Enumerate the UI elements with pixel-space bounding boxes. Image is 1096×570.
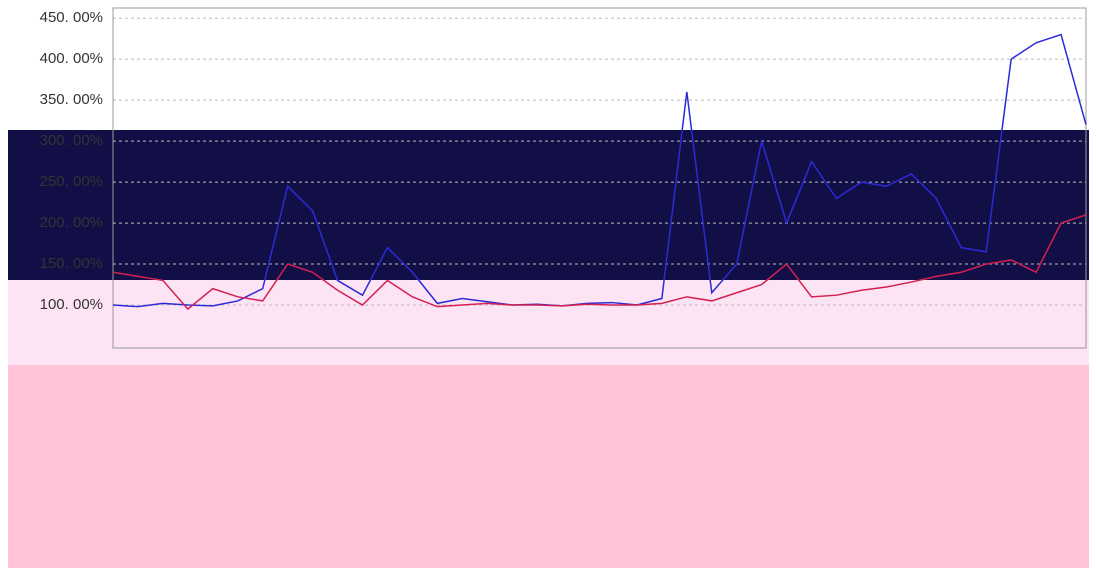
y-tick-label: 250. 00%: [40, 173, 103, 190]
series-line: [112, 214, 1087, 311]
y-tick-label: 300. 00%: [40, 132, 103, 149]
y-tick-label: 200. 00%: [40, 214, 103, 231]
series-line: [112, 33, 1087, 308]
y-tick-label: 150. 00%: [40, 255, 103, 272]
y-tick-label: 100. 00%: [40, 296, 103, 313]
glitch-block: [8, 365, 1089, 568]
y-tick-label: 450. 00%: [40, 9, 103, 26]
glitch-block: [8, 130, 1089, 280]
y-tick-label: 350. 00%: [40, 91, 103, 108]
y-tick-label: 400. 00%: [40, 50, 103, 67]
glitch-block: [8, 280, 1089, 365]
plot-frame: [112, 7, 1087, 349]
